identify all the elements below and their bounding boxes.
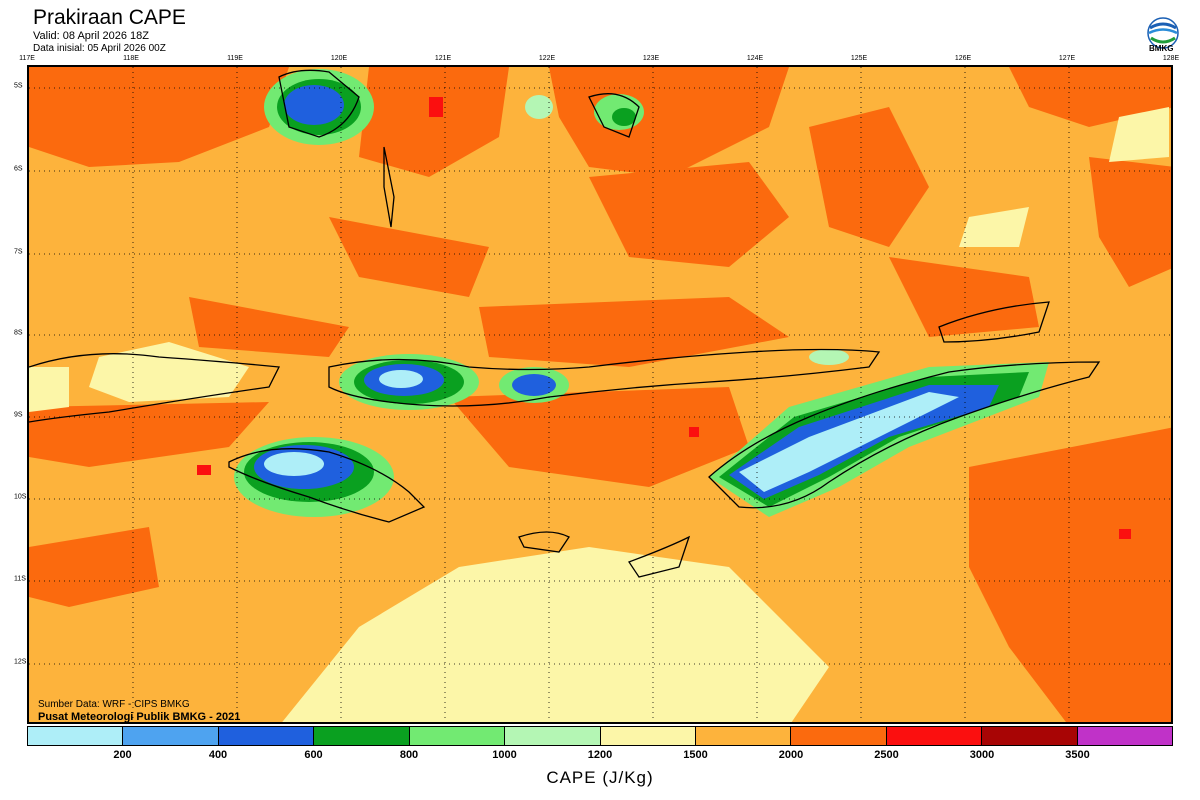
- colorbar-segment: [600, 727, 696, 745]
- coastlines: [29, 69, 1101, 578]
- lon-label: 128E: [1162, 55, 1180, 62]
- lat-label: 12S: [14, 658, 27, 666]
- colorbar-tick: 2000: [778, 749, 804, 761]
- colorbar-segment: [218, 727, 315, 745]
- cape-2000-2500-zone: [29, 67, 1171, 722]
- bmkg-logo: [1147, 17, 1179, 49]
- colorbar-title: CAPE (J/Kg): [546, 768, 654, 787]
- lat-label: 7S: [14, 248, 23, 256]
- lon-label: 119E: [227, 55, 243, 62]
- colorbar-tick: 1200: [587, 749, 613, 761]
- cape-2500-3000-zone: [197, 97, 1131, 539]
- lon-label: 127E: [1058, 55, 1076, 62]
- colorbar-tick: 1500: [683, 749, 708, 761]
- colorbar-segment: [982, 727, 1078, 745]
- colorbar-segment: [791, 727, 887, 745]
- colorbar-segment: [695, 727, 792, 745]
- lon-label: 123E: [642, 55, 660, 62]
- colorbar-tick: 600: [304, 749, 323, 761]
- cape-1200-1500-zone: [29, 107, 1169, 722]
- lat-label: 8S: [14, 329, 23, 337]
- lon-label: 118E: [123, 55, 139, 62]
- colorbar-segment: [886, 727, 983, 745]
- colorbar-tick: 1000: [492, 749, 517, 761]
- colorbar-tick: 200: [113, 749, 132, 761]
- colorbar-tick: 2500: [874, 749, 899, 761]
- logo-text: BMKG: [1149, 44, 1174, 53]
- cape-field: [29, 67, 1171, 722]
- colorbar-segment: [409, 727, 506, 745]
- lat-label: 10S: [14, 493, 27, 501]
- lon-label: 121E: [434, 55, 452, 62]
- lon-label: 126E: [954, 55, 972, 62]
- data-source: Sumber Data: WRF - CIPS BMKG: [38, 699, 190, 710]
- lat-label: 6S: [14, 165, 23, 173]
- lat-label: 9S: [14, 411, 23, 419]
- colorbar-segment: [123, 727, 219, 745]
- lon-label: 124E: [746, 55, 764, 62]
- valid-time: Valid: 08 April 2026 18Z: [33, 30, 149, 42]
- colorbar-tick: 3000: [969, 749, 995, 761]
- lat-lon-grid: [29, 67, 1171, 722]
- colorbar-segment: [1077, 727, 1173, 745]
- colorbar-tick: 400: [208, 749, 228, 761]
- lat-label: 5S: [14, 82, 23, 90]
- low-cape-cells: [234, 69, 1049, 517]
- colorbar-tick: 3500: [1065, 749, 1090, 761]
- cape-map: Sumber Data: WRF - CIPS BMKG Pusat Meteo…: [27, 65, 1173, 724]
- colorbar: [27, 726, 1173, 746]
- lon-label: 120E: [330, 55, 348, 62]
- map-title: Prakiraan CAPE: [33, 6, 186, 29]
- colorbar-segment: [505, 727, 601, 745]
- lat-label: 11S: [14, 575, 26, 583]
- initial-time: Data inisial: 05 April 2026 00Z: [33, 43, 166, 54]
- lon-label: 117E: [19, 55, 35, 62]
- lon-label: 125E: [850, 55, 868, 62]
- lon-label: 122E: [538, 55, 556, 62]
- colorbar-segment: [28, 727, 124, 745]
- credit: Pusat Meteorologi Publik BMKG - 2021: [38, 711, 241, 723]
- colorbar-tick: 800: [399, 749, 419, 761]
- colorbar-segment: [314, 727, 410, 745]
